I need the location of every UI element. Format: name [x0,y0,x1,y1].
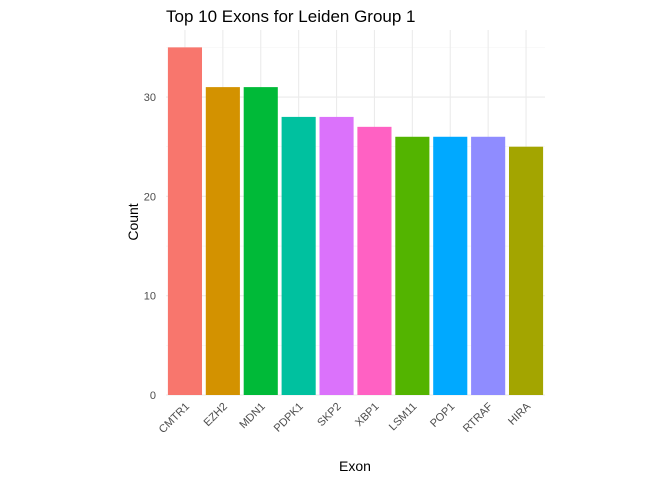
bar-xbp1 [357,126,392,395]
x-tick-label: CMTR1 [157,401,192,436]
x-tick-label: MDN1 [237,401,268,432]
y-tick-label: 30 [144,92,156,104]
y-tick-label: 20 [144,191,156,203]
x-axis-ticks: CMTR1 EZH2 MDN1 PDPK1 SKP2 XBP1 LSM11 POP1 RTRAF… [157,400,534,436]
x-tick-label: SKP2 [315,401,343,429]
y-tick-label: 0 [150,390,156,402]
x-tick-label: LSM11 [387,401,420,434]
x-tick-label: XBP1 [353,401,381,429]
bar-pdpk1 [281,116,316,396]
y-tick-label: 10 [144,291,156,303]
chart-title: Top 10 Exons for Leiden Group 1 [166,7,416,26]
bar-hira [508,146,544,395]
y-axis-title: Count [125,203,141,240]
bar-lsm11 [395,136,430,395]
x-tick-label: POP1 [428,401,457,430]
y-axis-ticks: 0 10 20 30 [144,92,156,402]
bar-skp2 [319,116,354,396]
x-tick-label: HIRA [506,400,534,428]
x-tick-label: EZH2 [202,401,230,429]
bar-pop1 [433,136,468,395]
x-tick-label: RTRAF [461,400,495,434]
bar-ezh2 [205,87,240,396]
x-tick-label: PDPK1 [272,401,306,435]
bar-mdn1 [243,87,278,396]
bar-rtraf [471,136,506,395]
bars [167,47,544,396]
x-axis-title: Exon [339,458,371,474]
bar-cmtr1 [167,47,203,395]
